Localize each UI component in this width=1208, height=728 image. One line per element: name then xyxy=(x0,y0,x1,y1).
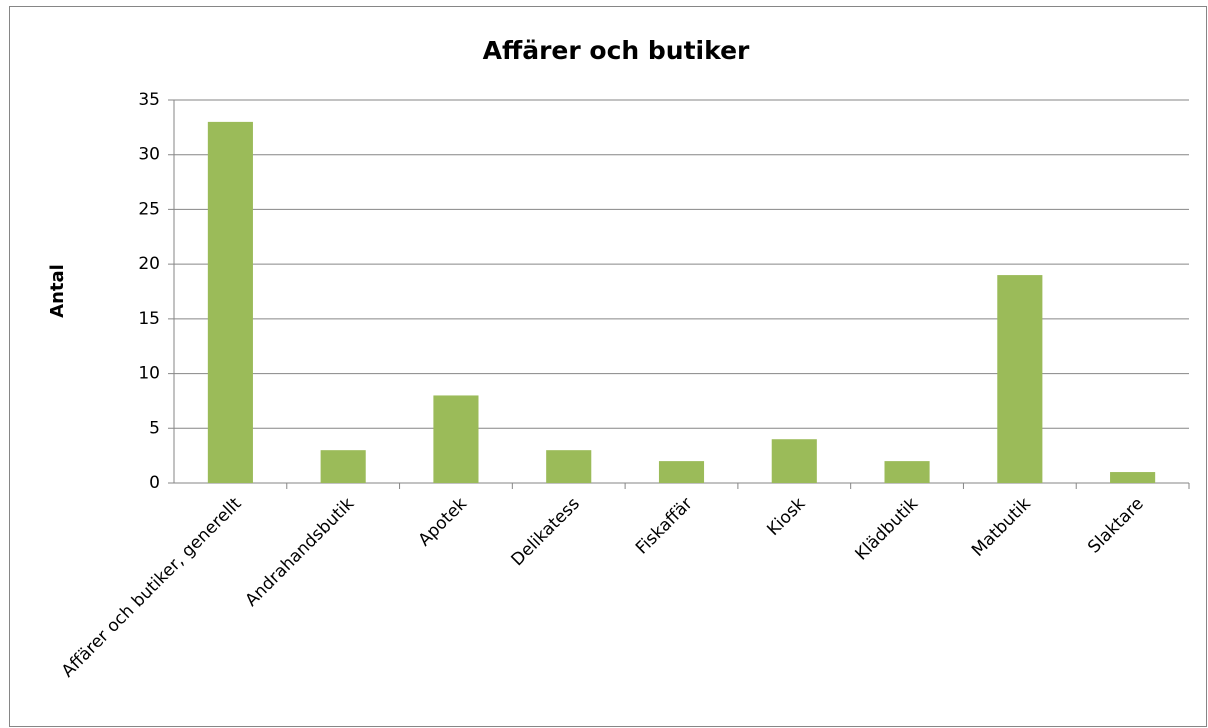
y-tick-label: 15 xyxy=(138,309,160,329)
bar xyxy=(884,461,930,483)
y-tick-label: 0 xyxy=(149,473,160,493)
y-tick-label: 30 xyxy=(138,145,160,165)
y-tick-label: 25 xyxy=(138,199,160,219)
bar xyxy=(658,461,705,483)
y-tick-label: 10 xyxy=(138,364,160,384)
y-axis-label: Antal xyxy=(47,264,68,318)
chart-title: Affärer och butiker xyxy=(483,36,750,65)
y-tick-label: 35 xyxy=(138,90,160,110)
bar xyxy=(546,450,592,483)
y-tick-label: 5 xyxy=(149,418,160,438)
y-tick-label: 20 xyxy=(138,254,160,274)
bar xyxy=(1110,472,1156,483)
bar xyxy=(997,275,1043,483)
bar xyxy=(433,395,479,483)
bar xyxy=(207,121,253,483)
bar xyxy=(320,450,366,483)
bar xyxy=(771,439,817,483)
